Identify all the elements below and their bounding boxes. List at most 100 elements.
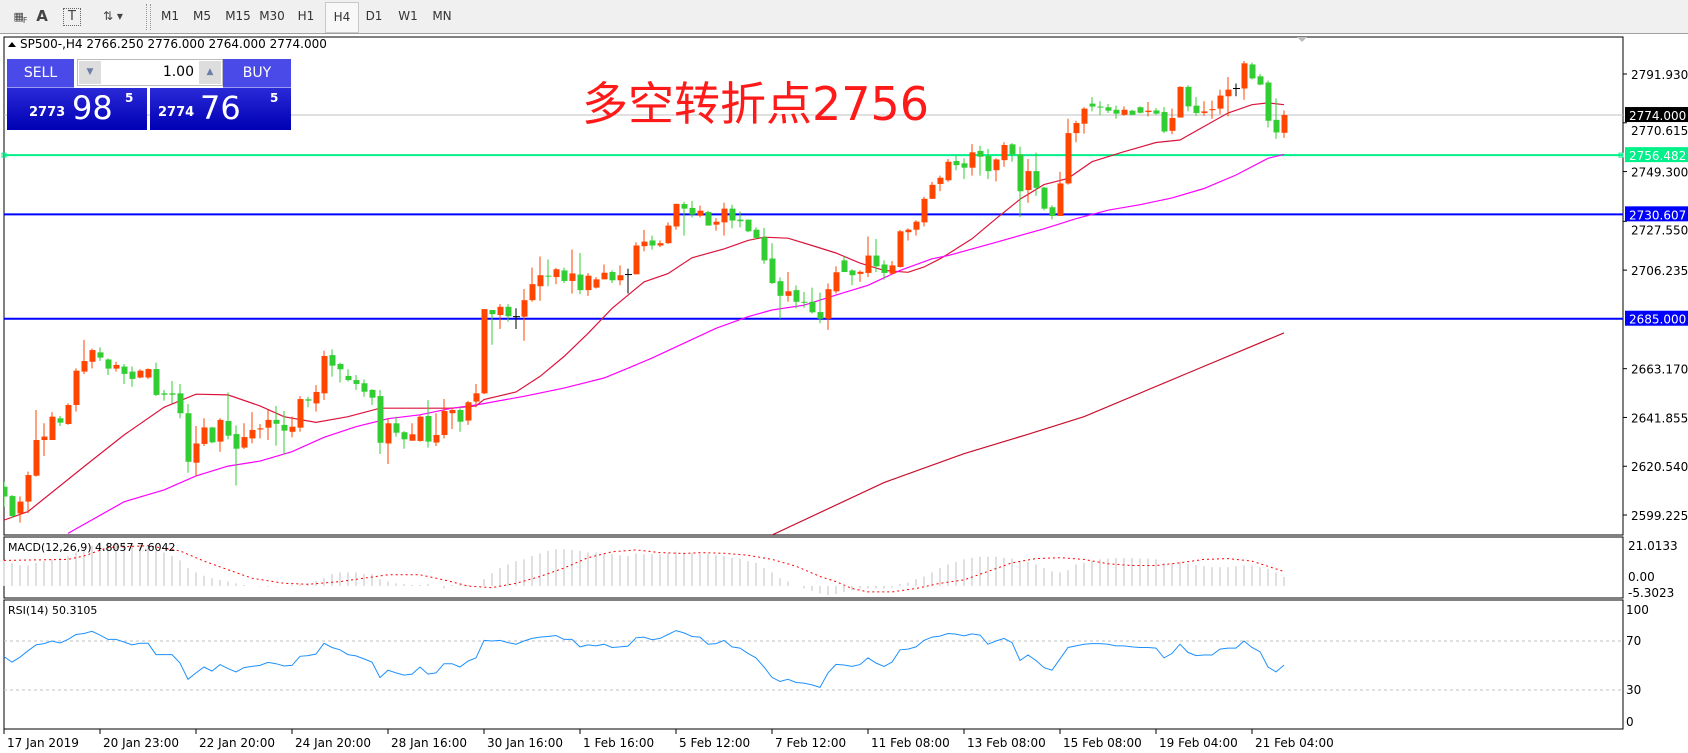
candle-body bbox=[425, 415, 432, 442]
candle-body bbox=[81, 361, 88, 372]
candle-body bbox=[721, 208, 728, 223]
candle-body bbox=[689, 207, 696, 215]
buy-button[interactable]: BUY bbox=[223, 59, 291, 88]
timeframe-m15-button[interactable]: M15 bbox=[225, 9, 251, 23]
candle-body bbox=[729, 208, 736, 221]
candle-body bbox=[313, 391, 320, 404]
moving-average-line-1 bbox=[4, 102, 1285, 521]
sell-price-prefix: 2773 bbox=[29, 105, 66, 120]
grid-fibo-icon[interactable]: ▦F bbox=[13, 10, 27, 26]
timeframe-m30-button[interactable]: M30 bbox=[259, 9, 285, 23]
candle-body bbox=[817, 312, 824, 319]
sell-button[interactable]: SELL bbox=[7, 59, 74, 88]
candle-body bbox=[1025, 171, 1032, 191]
candle-body bbox=[241, 437, 248, 448]
candle-body bbox=[1193, 105, 1200, 113]
candle-body bbox=[161, 393, 168, 395]
candle-body bbox=[369, 389, 376, 398]
time-tick-label: 17 Jan 2019 bbox=[7, 736, 79, 750]
candle-body bbox=[649, 240, 656, 246]
candle-body bbox=[1049, 207, 1056, 216]
chart-shift-marker-icon[interactable] bbox=[1297, 37, 1307, 42]
lot-increase-button[interactable]: ▲ bbox=[199, 61, 221, 84]
candle-body bbox=[297, 399, 304, 428]
candle-body bbox=[1137, 107, 1144, 113]
timeframe-m1-button[interactable]: M1 bbox=[161, 9, 179, 23]
candle-body bbox=[761, 237, 768, 261]
candle-body bbox=[1217, 95, 1224, 109]
candle-body bbox=[353, 380, 360, 384]
time-tick-label: 28 Jan 16:00 bbox=[391, 736, 467, 750]
candle-body bbox=[129, 371, 136, 379]
candle-body bbox=[209, 427, 216, 443]
candle-body bbox=[473, 393, 480, 402]
candle-body bbox=[849, 270, 856, 276]
candle-body bbox=[1113, 109, 1120, 114]
sell-price-button[interactable]: 2773 98 5 bbox=[7, 88, 147, 130]
candle-body bbox=[969, 152, 976, 168]
buy-price-button[interactable]: 2774 76 5 bbox=[150, 88, 291, 130]
candle-body bbox=[1129, 110, 1136, 115]
price-tick-label: 2599.225 bbox=[1631, 509, 1688, 523]
one-click-trade-panel: SELL ▼ 1.00 ▲ BUY 2773 98 5 2774 76 5 bbox=[7, 59, 291, 130]
candle-body bbox=[569, 273, 576, 281]
line-handle-icon[interactable] bbox=[1618, 152, 1624, 158]
lot-decrease-button[interactable]: ▼ bbox=[79, 61, 101, 84]
timeframe-w1-button[interactable]: W1 bbox=[398, 9, 418, 23]
time-tick-label: 19 Feb 04:00 bbox=[1159, 736, 1238, 750]
lot-size-input[interactable]: 1.00 bbox=[162, 64, 194, 80]
lot-size-stepper[interactable]: ▼ 1.00 ▲ bbox=[77, 59, 223, 86]
candle-body bbox=[889, 265, 896, 274]
text-label-icon[interactable]: T bbox=[63, 8, 81, 26]
arrows-dropdown-icon[interactable]: ⇅ ▾ bbox=[103, 9, 123, 23]
price-line-label: 2774.000 bbox=[1629, 109, 1686, 123]
chart-header: SP500-,H4 2766.250 2776.000 2764.000 277… bbox=[20, 37, 327, 51]
candle-body bbox=[1161, 112, 1168, 132]
candle-body bbox=[361, 383, 368, 392]
collapse-triangle-icon[interactable] bbox=[8, 42, 16, 47]
candle-body bbox=[17, 501, 24, 514]
macd-tick-label: -5.3023 bbox=[1628, 586, 1674, 600]
timeframe-h1-button[interactable]: H1 bbox=[297, 9, 315, 23]
line-handle-icon[interactable] bbox=[1, 152, 7, 158]
timeframe-h4-button[interactable]: H4 bbox=[325, 2, 359, 33]
candle-body bbox=[633, 245, 640, 275]
candle-body bbox=[497, 306, 504, 316]
candle-body bbox=[153, 369, 160, 395]
candle-body bbox=[185, 413, 192, 462]
candle-body bbox=[1153, 110, 1160, 114]
candle-body bbox=[1065, 133, 1072, 184]
candle-body bbox=[417, 416, 424, 441]
price-line-label-bg bbox=[1625, 310, 1688, 326]
candle-body bbox=[257, 428, 264, 430]
timeframe-mn-button[interactable]: MN bbox=[432, 9, 452, 23]
candle-body bbox=[97, 352, 104, 358]
candle-body bbox=[1257, 76, 1264, 85]
candle-body bbox=[945, 161, 952, 181]
timeframe-m5-button[interactable]: M5 bbox=[193, 9, 211, 23]
candle-body bbox=[785, 291, 792, 296]
price-line-label: 2756.482 bbox=[1629, 149, 1686, 163]
candle-body bbox=[1145, 110, 1152, 113]
candle-body bbox=[961, 163, 968, 168]
timeframe-d1-button[interactable]: D1 bbox=[365, 9, 383, 23]
candle-body bbox=[1073, 123, 1080, 134]
rsi-line bbox=[3, 630, 1285, 688]
candle-body bbox=[89, 350, 96, 362]
candle-body bbox=[457, 410, 464, 422]
rsi-tick-label: 0 bbox=[1626, 715, 1634, 729]
candle-body bbox=[873, 255, 880, 267]
candle-body bbox=[9, 496, 16, 516]
candle-body bbox=[225, 421, 232, 436]
time-tick-label: 13 Feb 08:00 bbox=[967, 736, 1046, 750]
price-tick-label: 2791.930 bbox=[1631, 68, 1688, 82]
candle-body bbox=[1057, 183, 1064, 216]
moving-average-line-2 bbox=[67, 153, 1285, 534]
time-tick-label: 7 Feb 12:00 bbox=[775, 736, 846, 750]
candle-body bbox=[881, 264, 888, 273]
text-a-icon[interactable]: A bbox=[36, 7, 48, 25]
candle-body bbox=[737, 219, 744, 222]
buy-price-pips: 76 bbox=[200, 89, 241, 127]
candle-body bbox=[793, 290, 800, 302]
